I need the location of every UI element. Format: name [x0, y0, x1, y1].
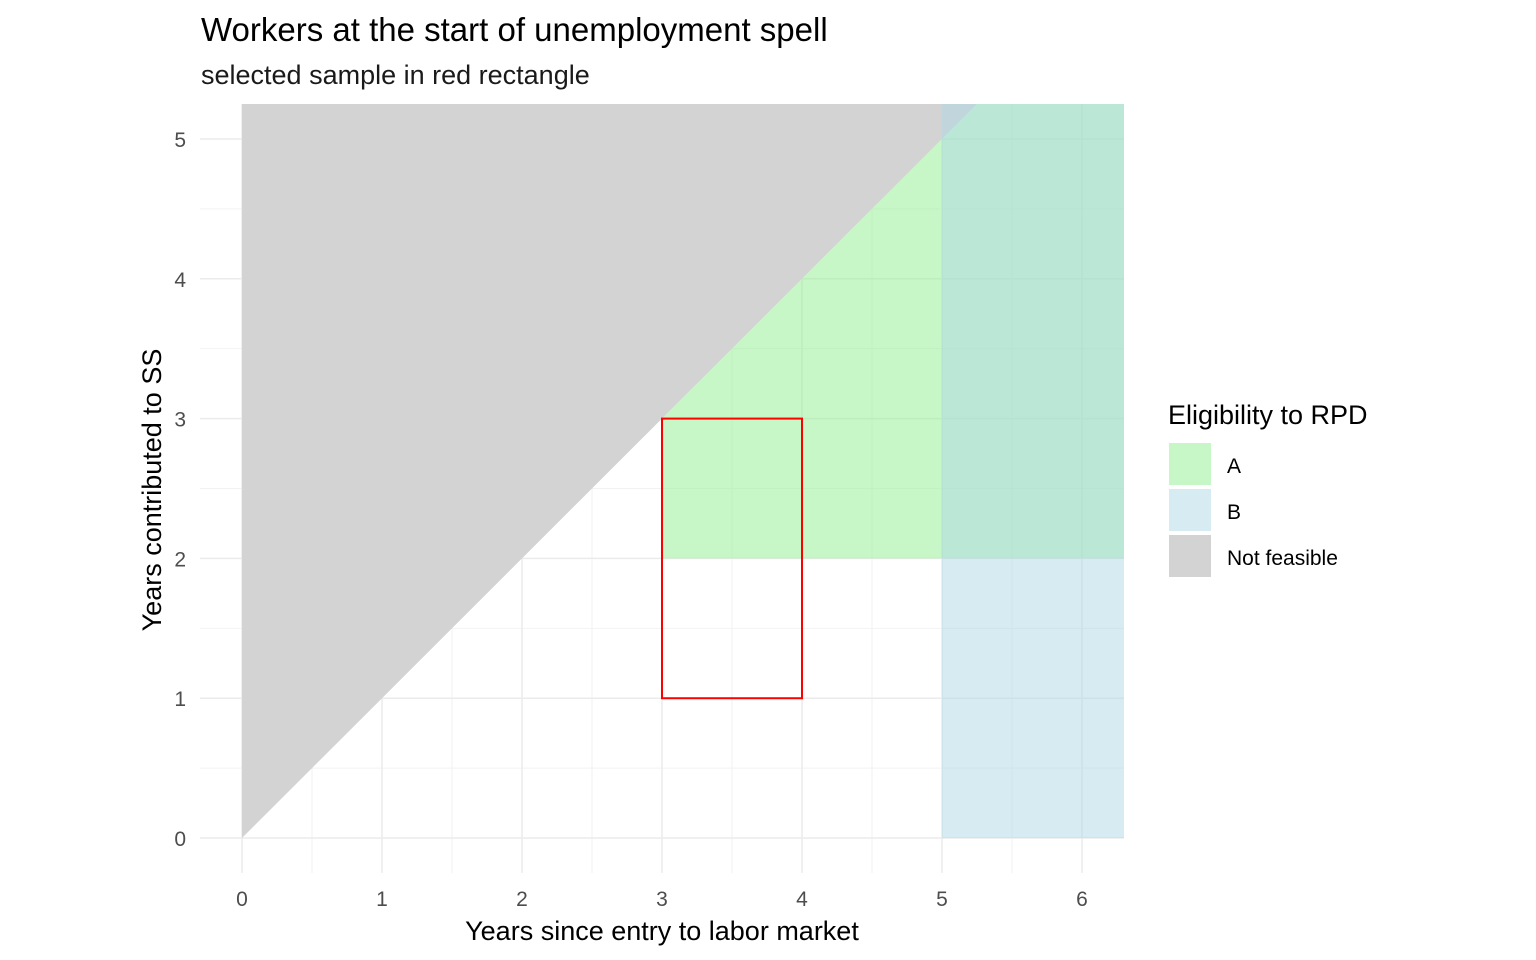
y-tick-label: 3: [174, 409, 186, 432]
plot-panel: [200, 104, 1124, 873]
y-tick-label: 4: [174, 269, 186, 292]
legend-swatch-b: [1169, 489, 1211, 531]
x-axis-title: Years since entry to labor market: [465, 916, 859, 946]
legend: Eligibility to RPD AB Not feasible: [1168, 400, 1368, 577]
legend-swatch-a: [1169, 443, 1211, 485]
x-tick-label: 3: [656, 888, 668, 911]
legend-title: Eligibility to RPD: [1168, 400, 1368, 430]
y-axis-title: Years contributed to SS: [137, 349, 167, 632]
x-tick-label: 2: [516, 888, 528, 911]
y-tick-label: 1: [174, 688, 186, 711]
x-tick-label: 5: [936, 888, 948, 911]
y-tick-label: 0: [174, 828, 186, 851]
x-tick-label: 1: [376, 888, 388, 911]
y-tick-label: 2: [174, 548, 186, 571]
region-not-feasible: [242, 104, 977, 838]
x-axis-ticks: 0 1 2 3 4 5 6: [236, 888, 1088, 911]
legend-label-b: B: [1227, 501, 1241, 524]
region-b: [942, 104, 1124, 838]
y-axis-ticks: 0 1 2 3 4 5: [174, 129, 186, 851]
selected-sample-rectangle: [661, 417, 803, 700]
legend-label-a: A: [1227, 455, 1241, 478]
x-tick-label: 4: [796, 888, 808, 911]
x-tick-label: 0: [236, 888, 248, 911]
legend-label-not-feasible: Not feasible: [1227, 547, 1338, 570]
chart-subtitle: selected sample in red rectangle: [201, 60, 590, 90]
legend-swatch-not-feasible: [1169, 535, 1211, 577]
y-tick-label: 5: [174, 129, 186, 152]
regions: [242, 104, 1124, 838]
chart-title: Workers at the start of unemployment spe…: [201, 11, 828, 48]
x-tick-label: 6: [1076, 888, 1088, 911]
